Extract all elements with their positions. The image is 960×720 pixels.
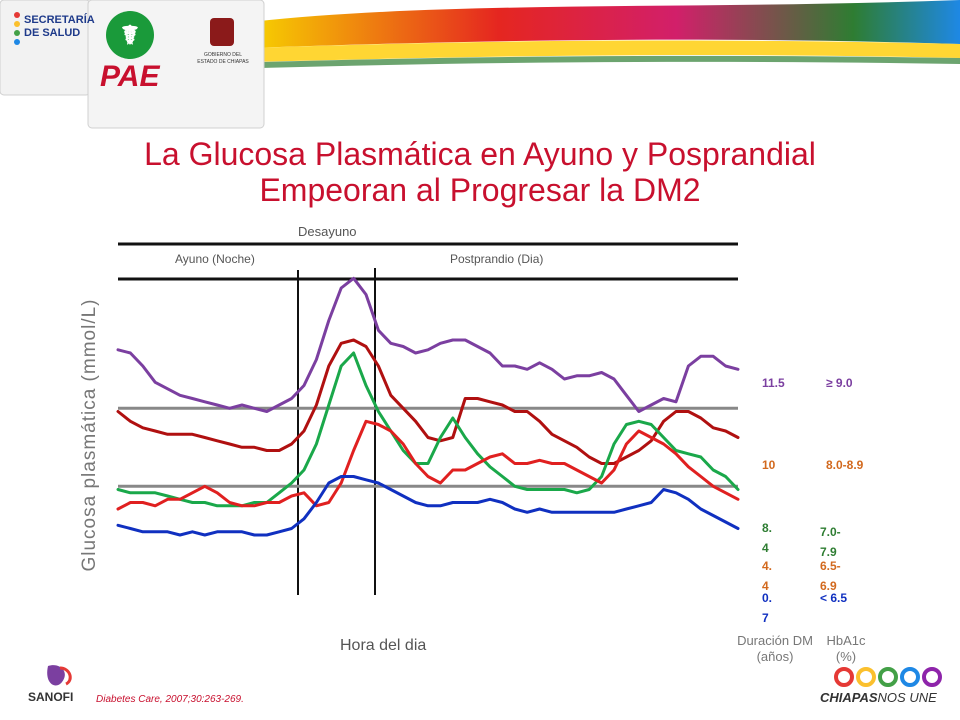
sanofi-logo-mark xyxy=(30,662,90,690)
hba1c-label-1: ≥ 9.0 xyxy=(826,376,853,390)
secretaria-logo-dots xyxy=(12,10,22,50)
series-line-3 xyxy=(116,351,740,508)
y-axis-label: Glucosa plasmática (mmol/L) xyxy=(79,298,100,572)
hba1c-column-header: HbA1c (%) xyxy=(826,633,866,664)
page-title: La Glucosa Plasmática en Ayuno y Pospran… xyxy=(144,136,816,208)
gobierno-logo: GOBIERNO DEL ESTADO DE CHIAPAS xyxy=(197,52,249,65)
sanofi-logo: SANOFI xyxy=(28,690,74,704)
series-line-4 xyxy=(116,419,740,511)
secretaria-logo: SECRETARÍA DE SALUD xyxy=(24,14,95,39)
postprandial-label: Postprandio (Dia) xyxy=(450,252,544,266)
pae-logo: PAE xyxy=(100,60,160,93)
duration-label-4: 4.4 xyxy=(762,559,773,593)
breakfast-label: Desayuno xyxy=(298,224,357,239)
svg-text:☤: ☤ xyxy=(121,20,138,50)
chiapas-logo-rings xyxy=(832,667,942,687)
series-line-2 xyxy=(116,338,740,465)
duration-label-3: 8.4 xyxy=(762,521,773,555)
citation: Diabetes Care, 2007;30:263-269. xyxy=(96,694,244,705)
chiapas-logo: CHIAPASNOS UNE xyxy=(820,690,937,705)
hba1c-label-4: 6.5-6.9 xyxy=(820,559,841,593)
duration-label-5: 0.7 xyxy=(762,591,773,625)
series-line-5 xyxy=(116,475,740,537)
hba1c-label-3: 7.0-7.9 xyxy=(820,525,841,559)
fasting-label: Ayuno (Noche) xyxy=(175,252,255,266)
duration-label-2: 10 xyxy=(762,458,776,472)
duration-label-1: 11.5 xyxy=(762,376,785,390)
hba1c-label-5: < 6.5 xyxy=(820,591,848,605)
series-line-1 xyxy=(116,276,740,413)
hba1c-label-2: 8.0-8.9 xyxy=(826,458,864,472)
header-banner: ☤ xyxy=(0,0,960,129)
x-axis-label: Hora del dia xyxy=(340,637,427,654)
duration-column-header: Duración DM (años) xyxy=(737,633,813,664)
